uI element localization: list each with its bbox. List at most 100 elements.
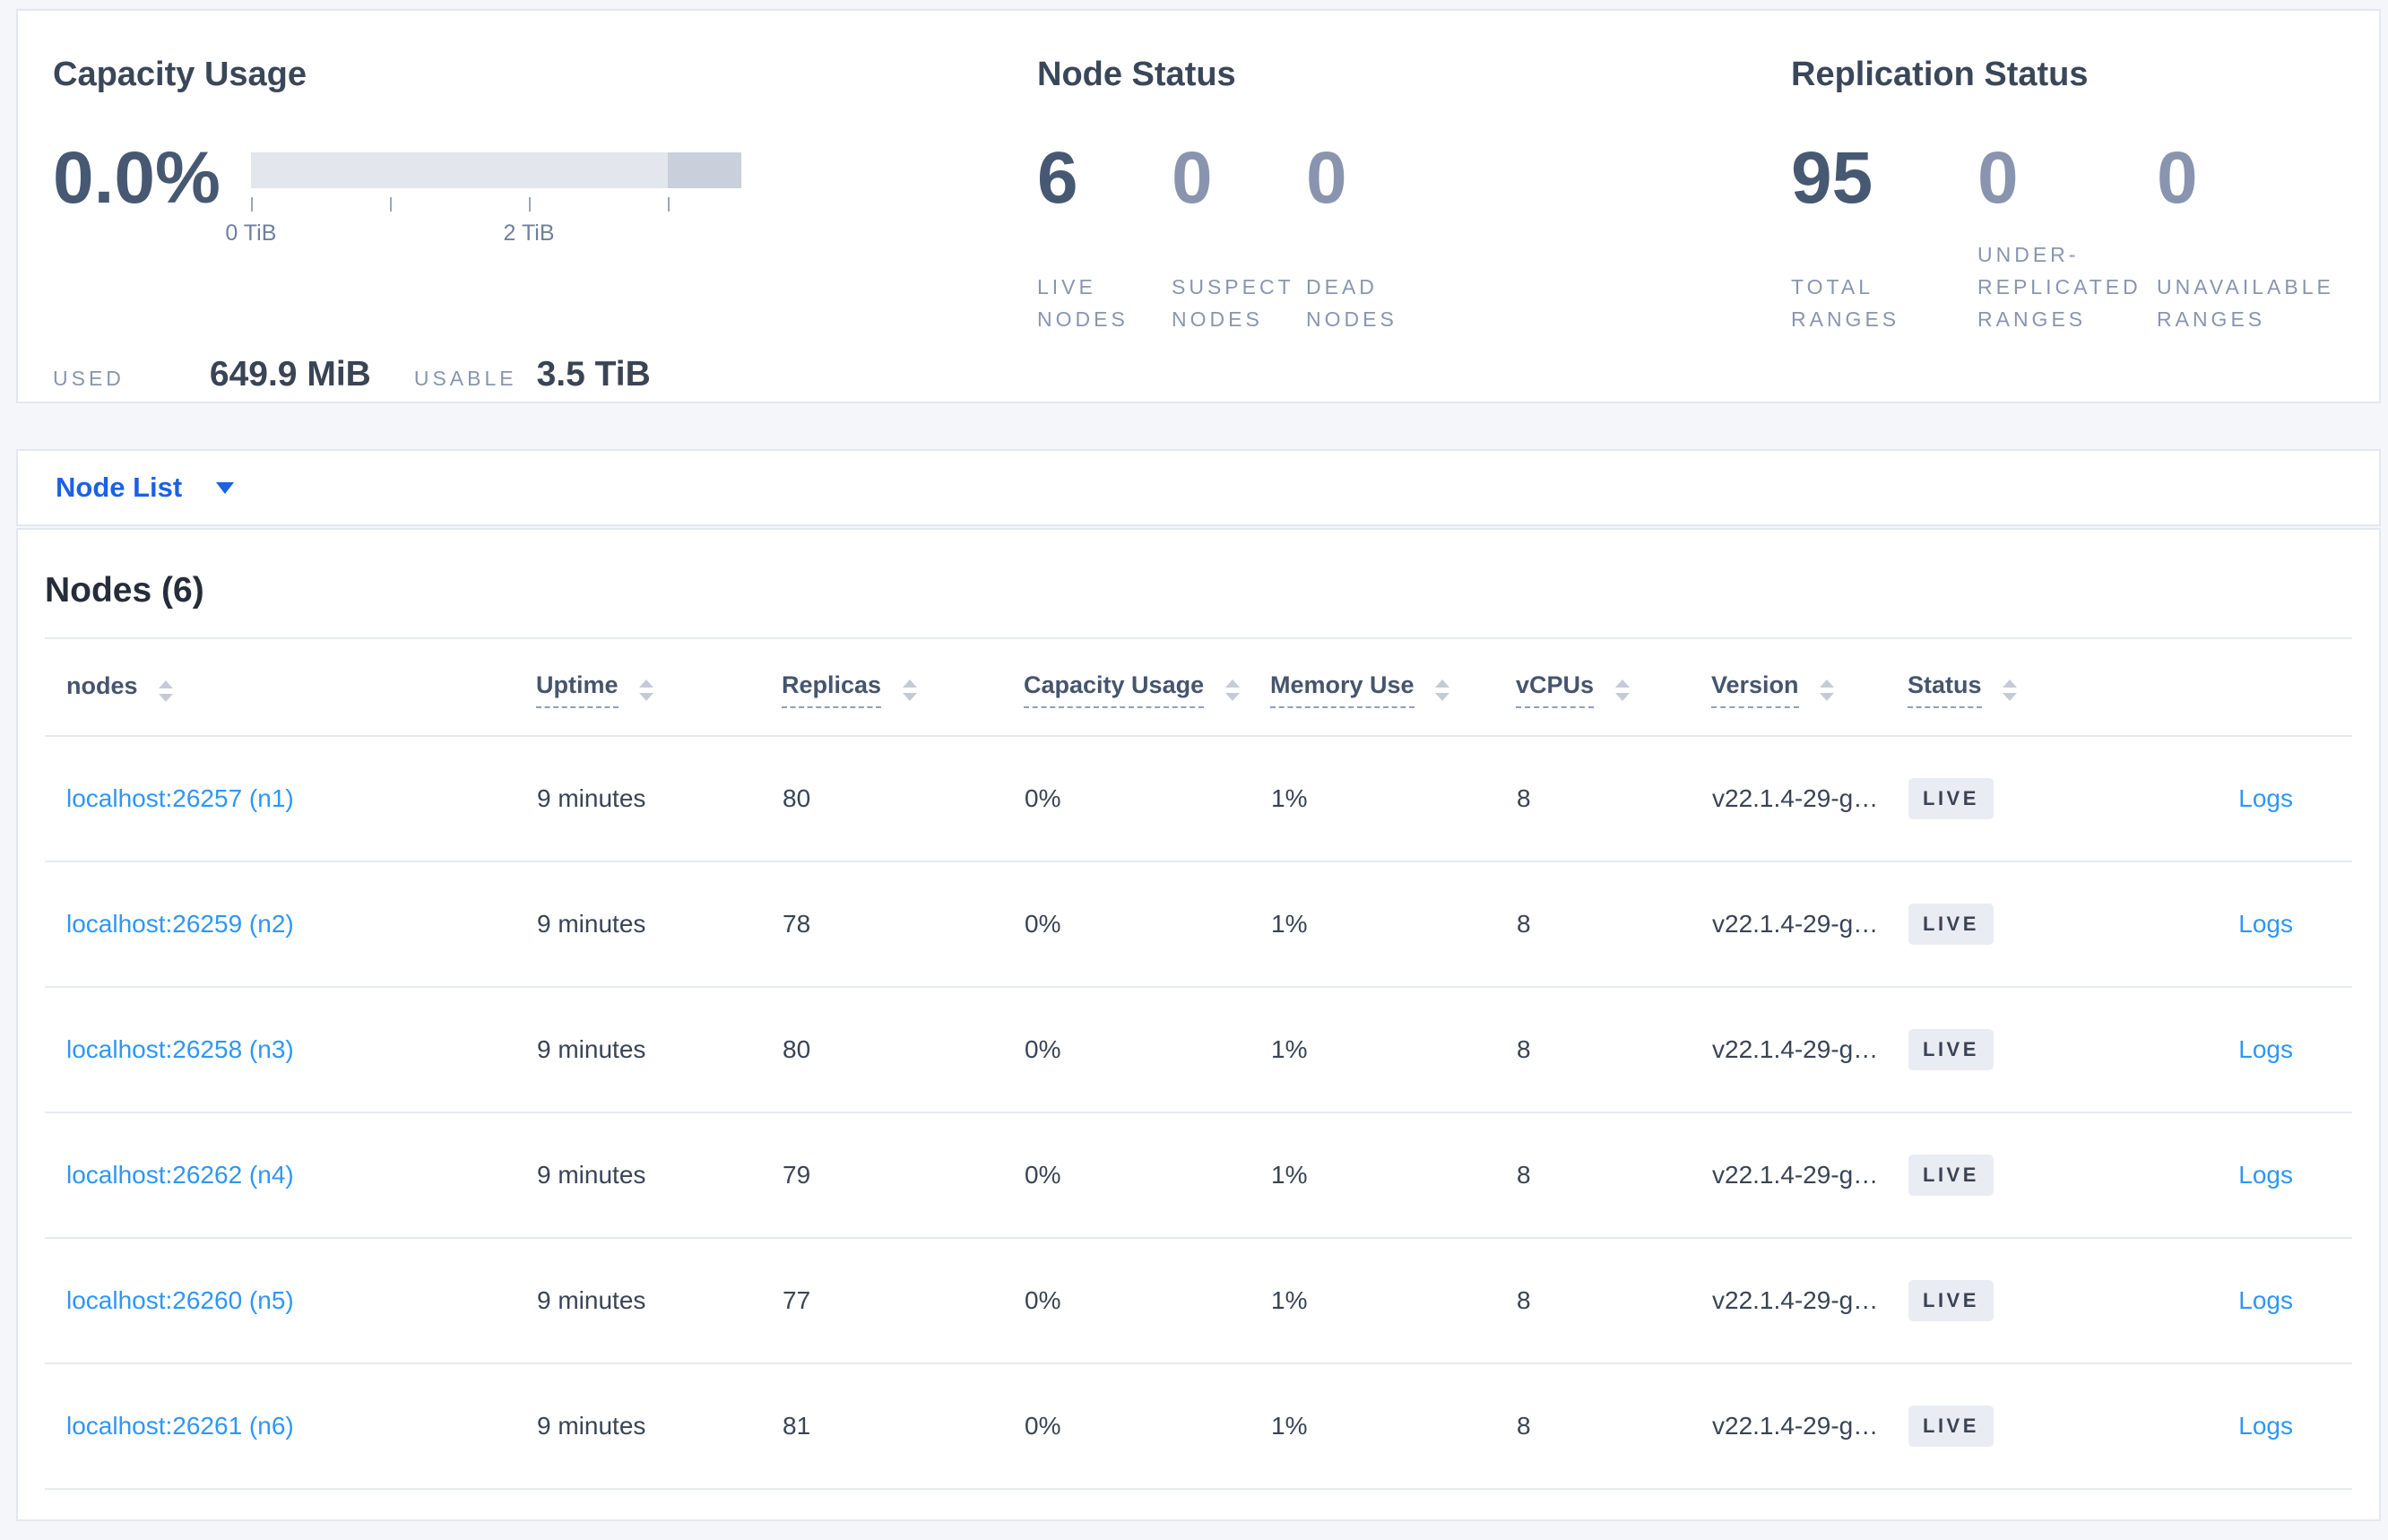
vcpus-cell: 8 [1516, 861, 1711, 988]
table-header-row: nodes Uptime Replicas Capacity Usage Mem… [45, 639, 2352, 737]
sort-icon [2003, 679, 2018, 701]
table-row: localhost:26260 (n5) 9 minutes 77 0% 1% … [45, 1238, 2352, 1364]
memory-cell: 1% [1270, 987, 1516, 1113]
memory-cell: 1% [1270, 736, 1516, 862]
replicas-cell: 78 [782, 861, 1024, 988]
node-link[interactable]: localhost:26257 (n1) [66, 784, 294, 812]
node-list-dropdown[interactable]: Node List [56, 472, 235, 504]
used-label: USED [53, 367, 125, 390]
node-link[interactable]: localhost:26261 (n6) [66, 1412, 294, 1440]
table-row: localhost:26259 (n2) 9 minutes 78 0% 1% … [45, 861, 2352, 988]
logs-link[interactable]: Logs [2238, 1035, 2293, 1063]
status-badge: LIVE [1908, 1406, 1994, 1447]
node-status-title: Node Status [1037, 56, 1236, 93]
sort-icon [1435, 679, 1450, 701]
sort-icon [902, 679, 917, 701]
logs-link[interactable]: Logs [2238, 1286, 2293, 1314]
vcpus-cell: 8 [1516, 1238, 1711, 1364]
vcpus-cell: 8 [1516, 736, 1711, 862]
capacity-cell: 0% [1024, 1112, 1270, 1239]
stat-label: SUSPECT NODES [1172, 275, 1294, 331]
stat-value: 6 [1037, 137, 1078, 219]
stat-label: TOTAL RANGES [1791, 275, 1900, 331]
stat-value: 0 [2157, 137, 2198, 219]
nodes-table-title: Nodes (6) [45, 530, 2352, 639]
axis-tick [667, 197, 670, 212]
dead-nodes-stat: 0 DEAD NODES [1306, 95, 1441, 335]
status-badge: LIVE [1908, 1155, 1994, 1196]
logs-link[interactable]: Logs [2238, 1161, 2293, 1189]
capacity-usage-title: Capacity Usage [53, 56, 307, 93]
column-header-replicas[interactable]: Replicas [782, 639, 1024, 737]
table-row: localhost:26261 (n6) 9 minutes 81 0% 1% … [45, 1363, 2352, 1490]
under-replicated-ranges-stat: 0 UNDER- REPLICATED RANGES [1977, 95, 2157, 335]
capacity-gauge: 0.0% 0 TiB 2 TiB [53, 142, 1037, 251]
node-list-dropdown-label: Node List [56, 472, 183, 503]
stat-value: 0 [1172, 137, 1213, 219]
live-nodes-stat: 6 LIVE NODES [1037, 95, 1172, 335]
stat-value: 0 [1306, 137, 1347, 219]
version-cell: v22.1.4-29-g… [1711, 1112, 1908, 1239]
capacity-cell: 0% [1024, 987, 1270, 1113]
node-link[interactable]: localhost:26260 (n5) [66, 1286, 294, 1314]
node-link[interactable]: localhost:26258 (n3) [66, 1035, 294, 1063]
column-header-status[interactable]: Status [1908, 639, 2133, 737]
column-header-vcpus[interactable]: vCPUs [1516, 639, 1711, 737]
capacity-cell: 0% [1024, 861, 1270, 988]
table-row: localhost:26257 (n1) 9 minutes 80 0% 1% … [45, 736, 2352, 862]
node-link[interactable]: localhost:26259 (n2) [66, 910, 294, 938]
version-cell: v22.1.4-29-g… [1711, 1363, 1908, 1490]
sort-icon [1614, 679, 1630, 701]
memory-cell: 1% [1270, 861, 1516, 988]
axis-tick [250, 197, 253, 212]
stat-label: LIVE NODES [1037, 275, 1129, 331]
capacity-bar-track [250, 152, 741, 188]
capacity-usage-section: Capacity Usage 0.0% 0 TiB 2 TiB USED 649… [18, 11, 1037, 402]
uptime-cell: 9 minutes [536, 736, 782, 862]
column-header-memory-use[interactable]: Memory Use [1270, 639, 1516, 737]
sort-icon [1224, 679, 1240, 701]
capacity-cell: 0% [1024, 1238, 1270, 1364]
column-header-uptime[interactable]: Uptime [536, 639, 782, 737]
uptime-cell: 9 minutes [536, 1112, 782, 1239]
axis-tick-label: 0 TiB [225, 221, 277, 246]
memory-cell: 1% [1270, 1363, 1516, 1490]
replication-status-section: Replication Status 95 TOTAL RANGES 0 UND… [1791, 11, 2379, 402]
status-badge: LIVE [1908, 778, 1994, 819]
uptime-cell: 9 minutes [536, 987, 782, 1113]
node-status-stats: 6 LIVE NODES 0 SUSPECT NODES 0 DEAD NODE… [1037, 95, 1791, 335]
axis-tick [389, 197, 392, 212]
total-ranges-stat: 95 TOTAL RANGES [1791, 95, 1977, 335]
node-status-section: Node Status 6 LIVE NODES 0 SUSPECT NODES… [1037, 11, 1791, 402]
usable-value: 3.5 TiB [536, 355, 651, 394]
version-cell: v22.1.4-29-g… [1711, 861, 1908, 988]
logs-link[interactable]: Logs [2238, 910, 2293, 938]
sort-icon [639, 679, 654, 701]
stat-label: DEAD NODES [1306, 275, 1397, 331]
sort-icon [159, 680, 174, 702]
nodes-table-card: Nodes (6) nodes Uptime Replicas [16, 528, 2381, 1521]
uptime-cell: 9 minutes [536, 1238, 782, 1364]
version-cell: v22.1.4-29-g… [1711, 987, 1908, 1113]
capacity-bar: 0 TiB 2 TiB [225, 152, 741, 251]
replicas-cell: 79 [782, 1112, 1024, 1239]
replicas-cell: 77 [782, 1238, 1024, 1364]
column-header-version[interactable]: Version [1711, 639, 1908, 737]
capacity-used-usable-row: USED 649.9 MiB USABLE 3.5 TiB [53, 355, 1037, 394]
column-header-capacity-usage[interactable]: Capacity Usage [1024, 639, 1270, 737]
column-header-nodes[interactable]: nodes [45, 639, 536, 737]
memory-cell: 1% [1270, 1112, 1516, 1239]
view-selector-bar: Node List [16, 449, 2381, 526]
caret-down-icon [216, 481, 235, 494]
capacity-cell: 0% [1024, 736, 1270, 862]
stat-label: UNDER- REPLICATED RANGES [1977, 243, 2141, 331]
stat-label: UNAVAILABLE RANGES [2157, 275, 2334, 331]
vcpus-cell: 8 [1516, 1363, 1711, 1490]
cluster-overview-card: Capacity Usage 0.0% 0 TiB 2 TiB USED 649… [16, 9, 2381, 403]
usable-label: USABLE [413, 367, 517, 390]
node-link[interactable]: localhost:26262 (n4) [66, 1161, 294, 1189]
logs-link[interactable]: Logs [2238, 1412, 2293, 1440]
replicas-cell: 80 [782, 987, 1024, 1113]
nodes-table: nodes Uptime Replicas Capacity Usage Mem… [45, 639, 2352, 1490]
logs-link[interactable]: Logs [2238, 784, 2293, 812]
